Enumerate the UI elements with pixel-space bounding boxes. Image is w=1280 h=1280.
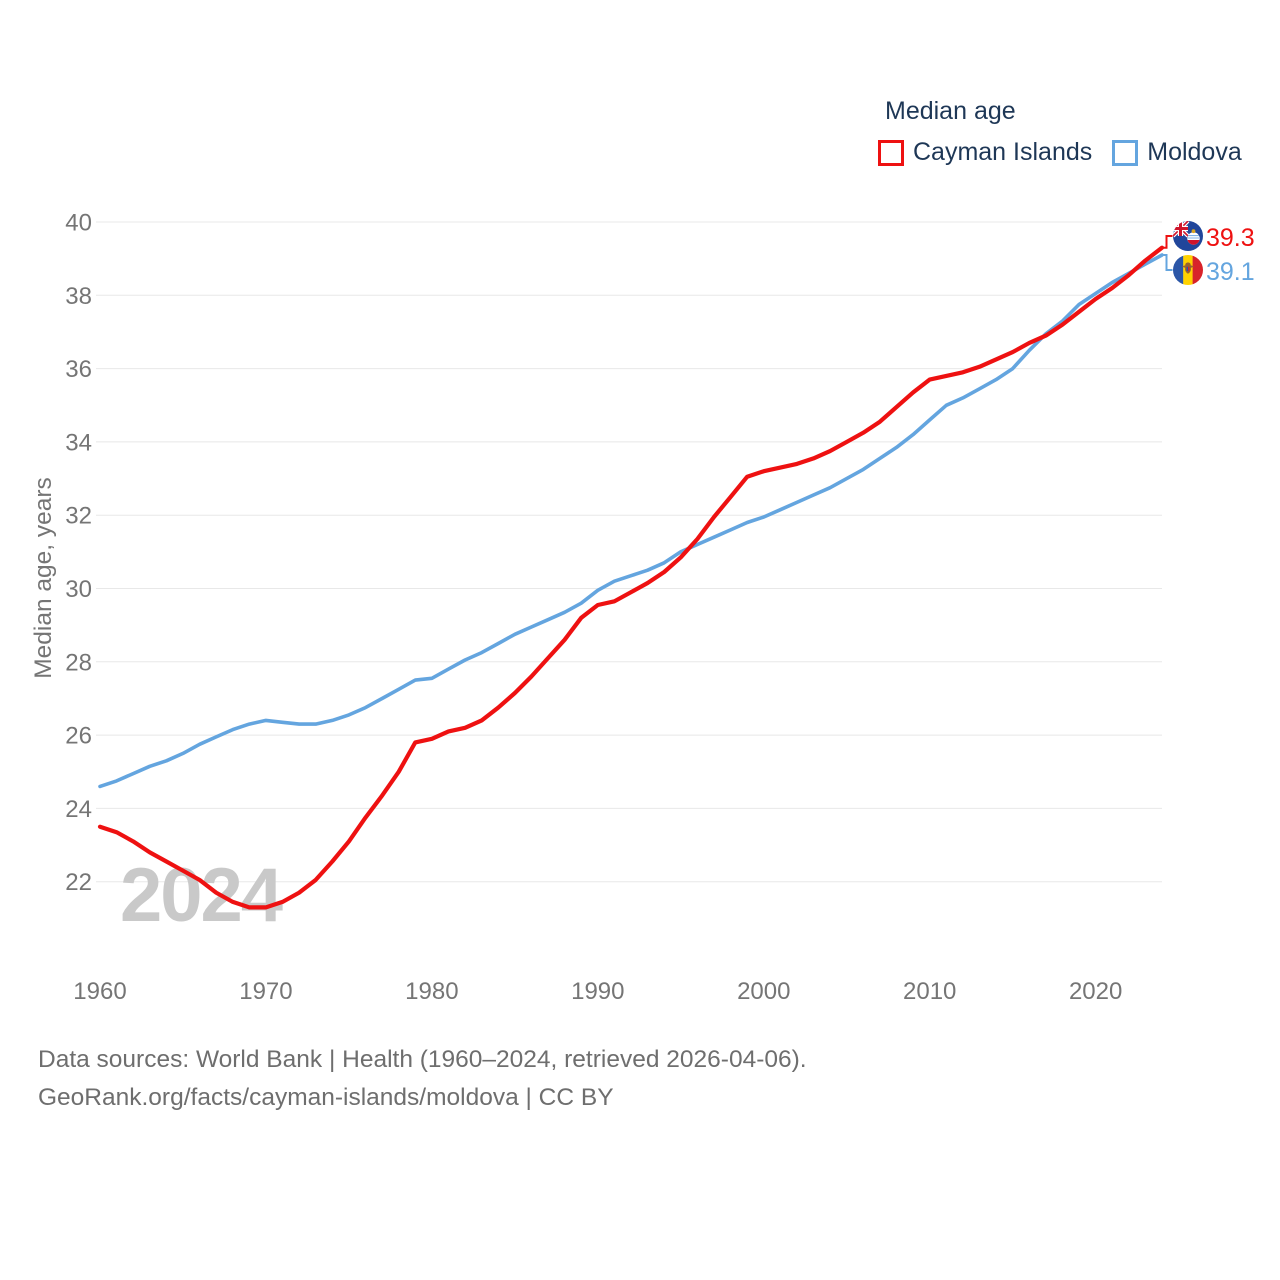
x-tick-2010: 2010 bbox=[903, 978, 956, 1005]
y-tick-40: 40 bbox=[65, 210, 92, 237]
cayman-end-connector bbox=[1161, 235, 1173, 249]
x-tick-2020: 2020 bbox=[1069, 978, 1122, 1005]
moldova-end-connector bbox=[1161, 254, 1173, 271]
x-axis-tick-labels: 1960 1970 1980 1990 2000 2010 2020 bbox=[73, 978, 1122, 1005]
cayman-islands-legend-label[interactable]: Cayman Islands bbox=[913, 138, 1093, 166]
cayman-islands-line bbox=[97, 245, 1165, 910]
moldova-end-value: 39.1 bbox=[1206, 258, 1255, 286]
x-tick-1990: 1990 bbox=[571, 978, 624, 1005]
x-tick-1960: 1960 bbox=[73, 978, 126, 1005]
y-tick-34: 34 bbox=[65, 429, 92, 456]
legend-row: Cayman Islands Moldova bbox=[878, 138, 1242, 167]
y-tick-22: 22 bbox=[65, 869, 92, 896]
y-axis-title: Median age, years bbox=[30, 477, 57, 679]
y-tick-30: 30 bbox=[65, 576, 92, 603]
y-tick-28: 28 bbox=[65, 649, 92, 676]
moldova-legend-swatch[interactable] bbox=[1112, 139, 1139, 166]
y-tick-36: 36 bbox=[65, 356, 92, 383]
y-tick-38: 38 bbox=[65, 283, 92, 310]
y-tick-26: 26 bbox=[65, 723, 92, 750]
x-tick-1980: 1980 bbox=[405, 978, 458, 1005]
footer: Data sources: World Bank | Health (1960–… bbox=[38, 1041, 807, 1117]
moldova-flag-icon bbox=[1173, 255, 1203, 285]
cayman-islands-flag-icon bbox=[1173, 221, 1203, 251]
watermark: 2024 bbox=[120, 853, 283, 938]
gridlines bbox=[96, 221, 1162, 883]
y-axis-tick-labels: 22 24 26 28 30 32 34 36 38 40 bbox=[65, 210, 92, 897]
x-tick-1970: 1970 bbox=[239, 978, 292, 1005]
x-tick-2000: 2000 bbox=[737, 978, 790, 1005]
footer-attribution-link[interactable]: GeoRank.org/facts/cayman-islands/moldova… bbox=[38, 1084, 614, 1111]
cayman-islands-legend-swatch[interactable] bbox=[878, 139, 904, 166]
cayman-islands-end-value: 39.3 bbox=[1206, 224, 1255, 252]
moldova-line bbox=[98, 253, 1164, 789]
y-tick-24: 24 bbox=[65, 796, 92, 823]
legend-title: Median age bbox=[885, 97, 1016, 125]
chart-legend: Median age Cayman Islands Moldova bbox=[878, 97, 1242, 167]
moldova-legend-label[interactable]: Moldova bbox=[1147, 138, 1242, 166]
series-lines bbox=[97, 245, 1165, 910]
footer-data-sources: Data sources: World Bank | Health (1960–… bbox=[38, 1046, 807, 1073]
y-tick-32: 32 bbox=[65, 503, 92, 530]
